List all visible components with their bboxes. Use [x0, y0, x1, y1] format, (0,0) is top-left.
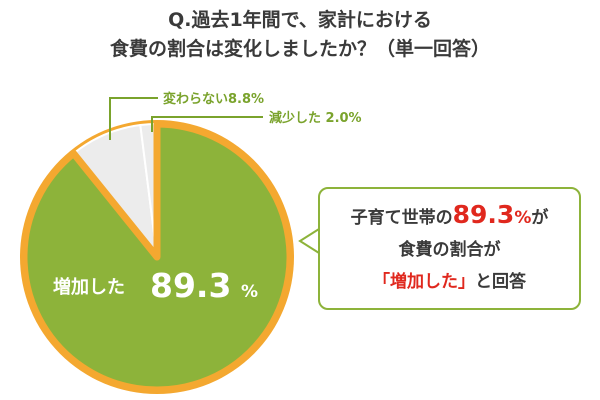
leader-unchanged: [109, 97, 158, 140]
callout-value: 89.3: [452, 200, 515, 229]
leader-decreased: [151, 116, 263, 132]
chart-title: Q.過去1年間で、家計における 食費の割合は変化しましたか？（単一回答）: [0, 6, 600, 64]
callout-tail-border: [298, 228, 320, 254]
label-increased-unit: %: [241, 282, 258, 302]
callout-line-2: 食費の割合が: [398, 240, 501, 260]
callout-tail-text: と回答: [475, 272, 526, 292]
pie-slices: [20, 120, 294, 394]
callout-line-1: 子育て世帯の89.3%が: [320, 200, 579, 233]
title-line-1: Q.過去1年間で、家計における: [168, 9, 432, 31]
label-unchanged: 変わらない8.8%: [163, 91, 264, 107]
callout-unit: %: [514, 208, 532, 228]
label-decreased: 減少した 2.0%: [269, 110, 362, 126]
callout-quote: 「増加した」: [373, 272, 475, 292]
slice-increased: [20, 120, 294, 394]
title-line-2: 食費の割合は変化しましたか？（単一回答）: [109, 38, 490, 60]
callout-prefix: 子育て世帯の: [350, 208, 453, 228]
leader-lines: [109, 97, 263, 140]
label-increased-value: 89.3: [150, 266, 231, 305]
callout-tail: [300, 229, 319, 253]
callout-line-3: 「増加した」と回答: [320, 267, 579, 297]
label-increased-text: 増加した: [53, 276, 125, 298]
callout-suffix: が: [531, 208, 549, 228]
callout-box: 子育て世帯の89.3%が 食費の割合が 「増加した」と回答: [318, 187, 581, 310]
